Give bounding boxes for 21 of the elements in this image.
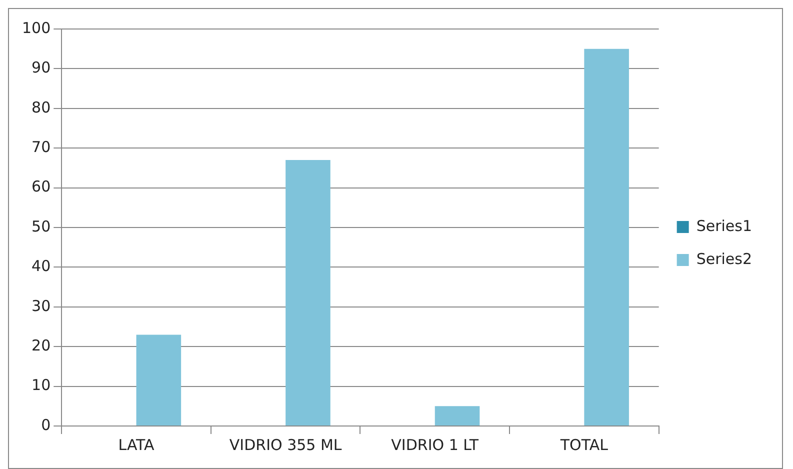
y-tick-label: 70: [32, 138, 51, 156]
legend-label: Series1: [696, 216, 752, 235]
legend-label: Series2: [696, 250, 752, 268]
y-tick-label: 10: [32, 376, 51, 394]
x-tick-label: VIDRIO 1 LT: [391, 436, 480, 454]
x-tick-label: TOTAL: [559, 436, 609, 454]
x-tick-label: VIDRIO 355 ML: [229, 436, 342, 454]
bar: [584, 48, 629, 426]
y-tick-label: 40: [32, 257, 51, 276]
bar: [434, 406, 480, 426]
y-tick-label: 90: [32, 58, 51, 77]
y-tick-label: 50: [32, 217, 51, 236]
y-tick-label: 0: [41, 416, 51, 434]
y-tick-label: 30: [32, 296, 51, 315]
y-tick-label: 100: [22, 18, 51, 37]
y-tick-label: 20: [32, 336, 51, 354]
y-tick-label: 60: [32, 178, 51, 196]
x-tick-label: LATA: [118, 436, 156, 454]
bar: [286, 160, 330, 426]
y-tick-label: 80: [32, 98, 51, 116]
bar: [136, 334, 182, 426]
